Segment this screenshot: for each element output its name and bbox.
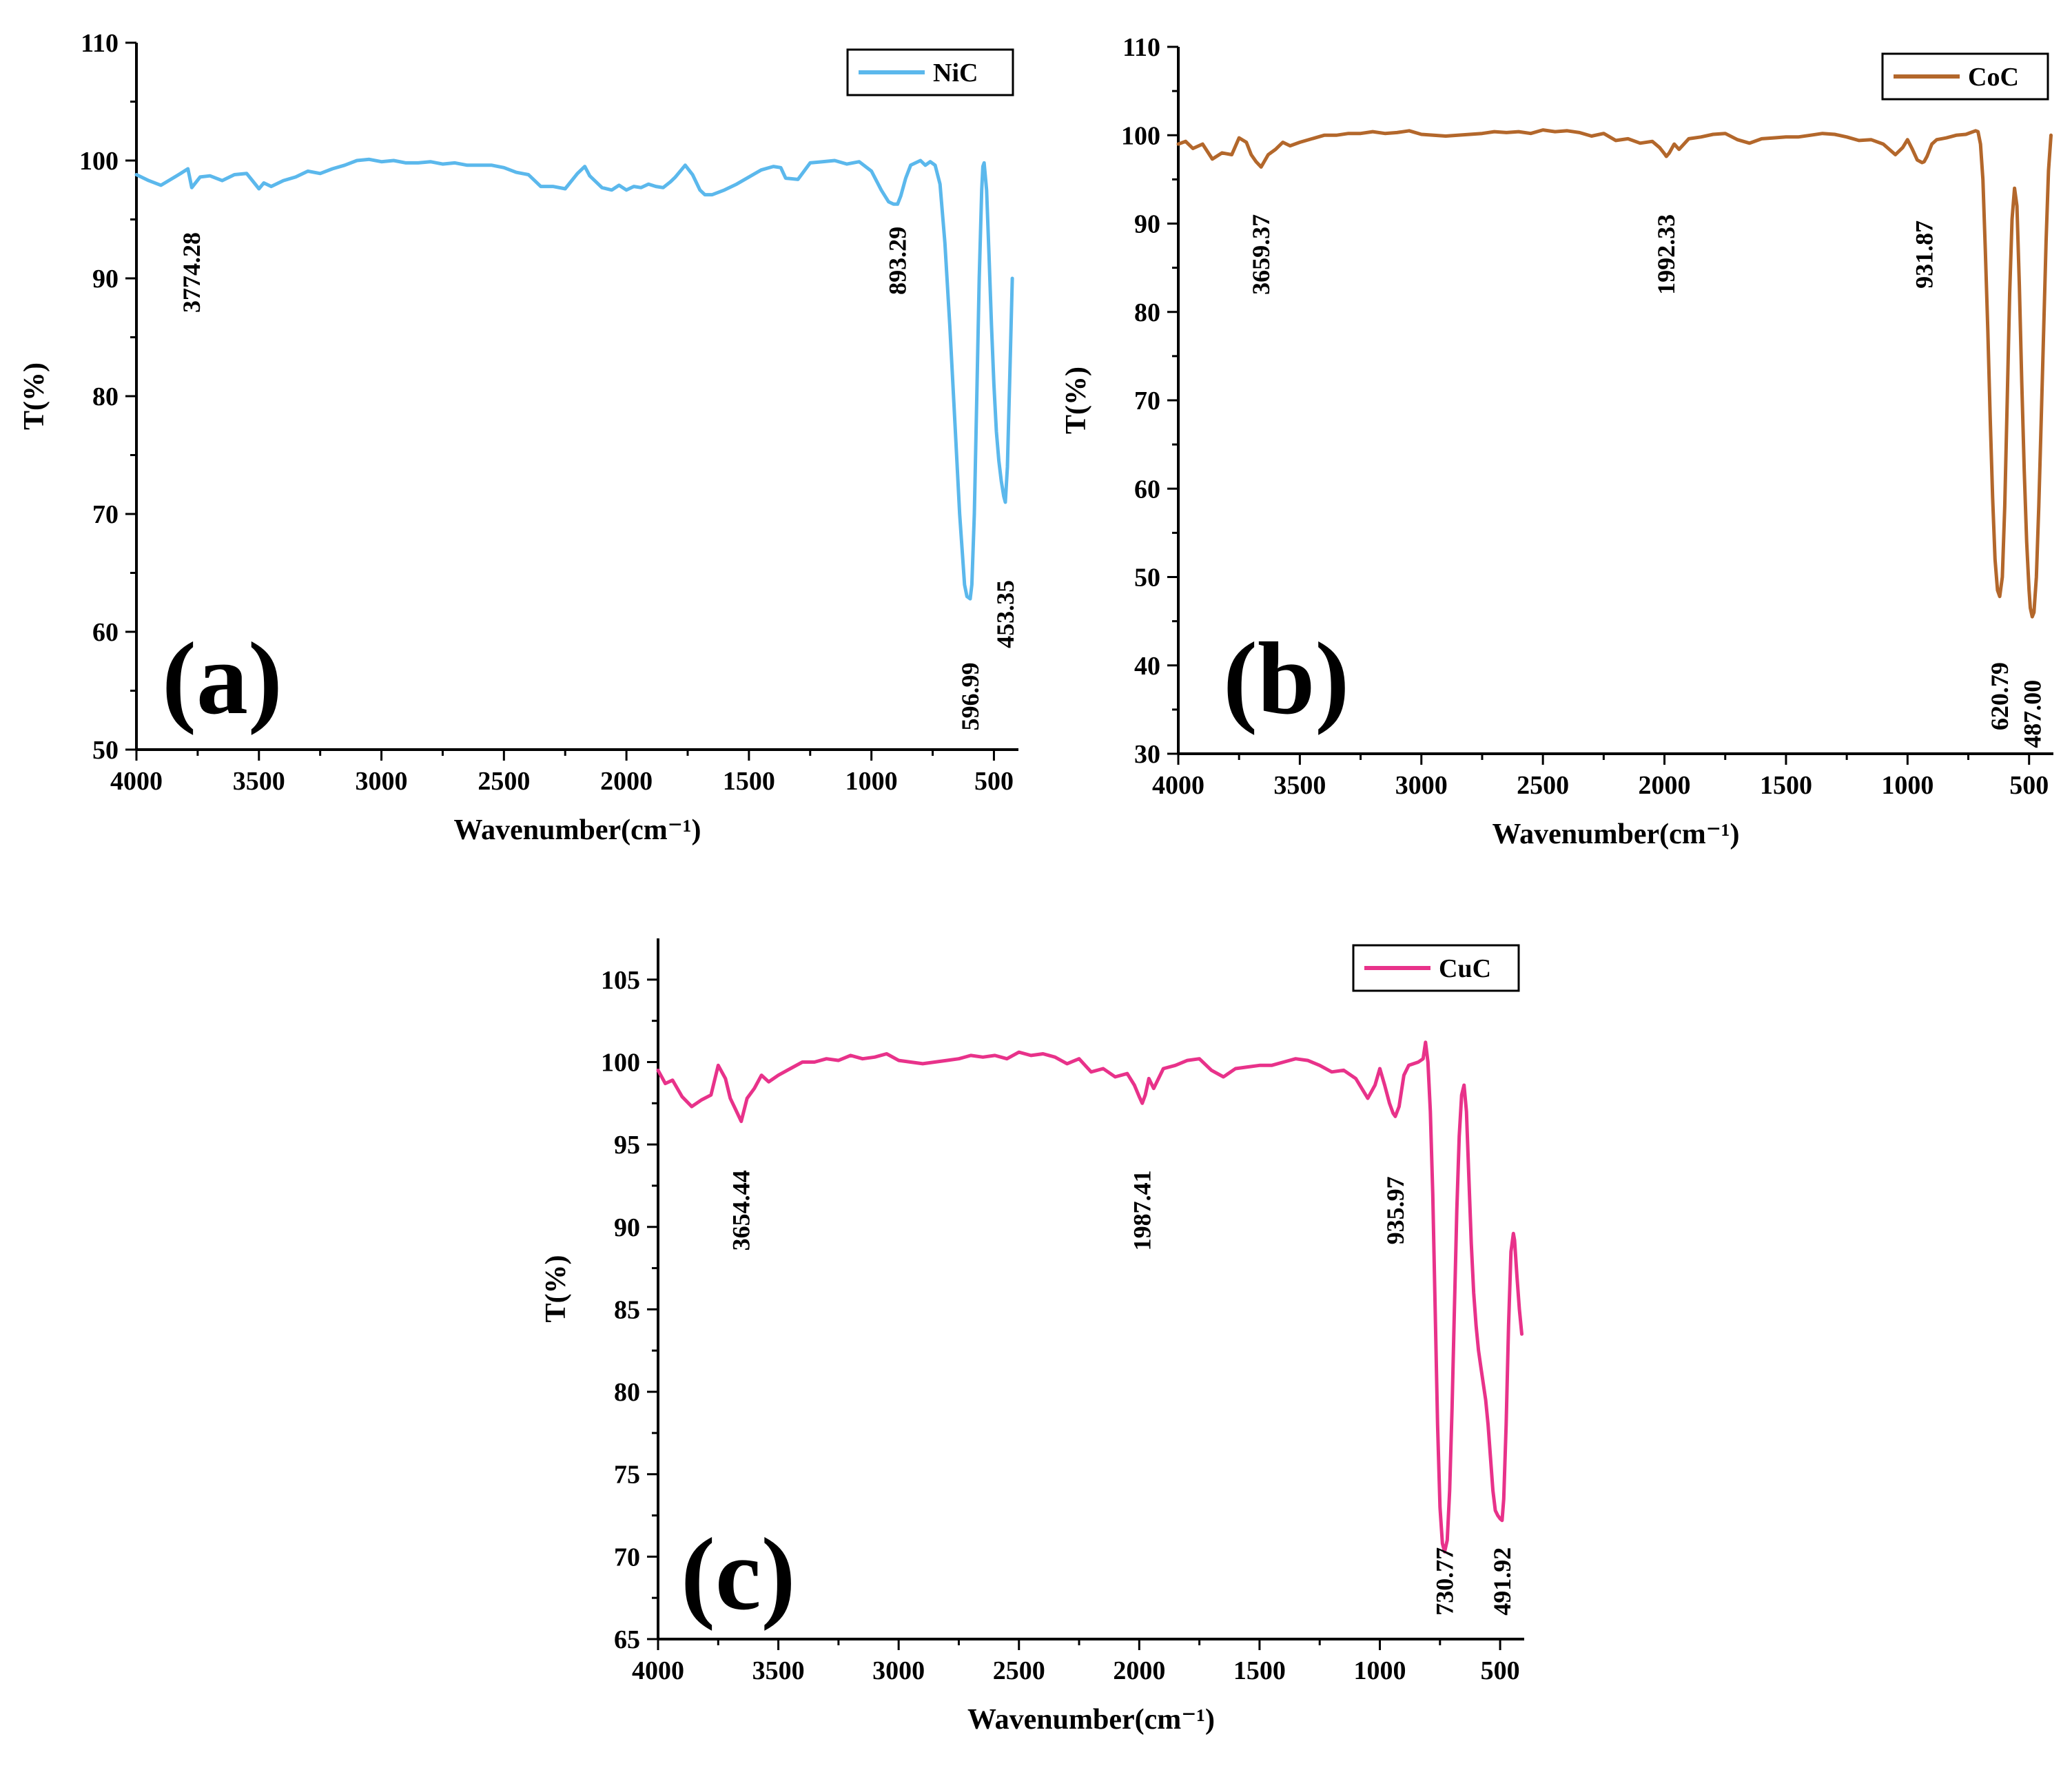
x-tick-label: 2500 <box>478 767 530 796</box>
peak-label: 487.00 <box>2018 680 2046 748</box>
y-tick-label: 90 <box>614 1213 640 1242</box>
chart-panel-b: 4000 3500 3000 2500 2000 1500 1000 500 30 40 50 60 7… <box>1060 33 2053 850</box>
peak-label: 893.29 <box>884 227 912 295</box>
x-tick-label: 2000 <box>1639 771 1691 800</box>
x-tick-label: 2500 <box>1517 771 1569 800</box>
x-tick-label: 1000 <box>1881 771 1933 800</box>
x-tick-label: 500 <box>2009 771 2049 800</box>
peak-label: 3659.37 <box>1247 214 1275 295</box>
x-tick-label: 2500 <box>993 1656 1045 1685</box>
y-tick-label: 75 <box>614 1461 640 1490</box>
x-tick-label: 4000 <box>1152 771 1204 800</box>
x-tick-label: 500 <box>1481 1656 1520 1685</box>
peak-label: 491.92 <box>1488 1547 1516 1616</box>
legend: CoC <box>1881 52 2049 101</box>
peak-label: 1992.33 <box>1652 214 1680 295</box>
x-tick-label: 500 <box>974 767 1014 796</box>
y-tick-label: 60 <box>1134 475 1160 504</box>
panel-tag: (a) <box>162 621 283 736</box>
y-tick-label: 90 <box>92 265 119 294</box>
legend-label: CuC <box>1439 954 1491 983</box>
legend: NiC <box>846 48 1014 96</box>
peak-label: 3774.28 <box>178 232 205 313</box>
x-tick-label: 1500 <box>723 767 775 796</box>
x-tick-label: 1500 <box>1233 1656 1286 1685</box>
x-axis-title: Wavenumber(cm⁻¹) <box>967 1704 1215 1736</box>
y-tick-label: 105 <box>601 966 640 995</box>
peak-label: 730.77 <box>1431 1547 1459 1616</box>
y-tick-label: 100 <box>1121 121 1160 150</box>
x-tick-label: 1000 <box>845 767 898 796</box>
y-tick-label: 85 <box>614 1295 640 1324</box>
x-tick-label: 3000 <box>1395 771 1448 800</box>
y-tick-label: 90 <box>1134 210 1160 239</box>
legend: CuC <box>1352 944 1520 992</box>
chart-panel-a: 4000 3500 3000 2500 2000 1500 1000 500 50 60 70 80 9… <box>19 29 1019 846</box>
peak-label: 596.99 <box>956 663 984 731</box>
x-tick-label: 4000 <box>632 1656 684 1685</box>
y-tick-label: 110 <box>81 29 119 58</box>
panel-tag: (b) <box>1223 621 1349 736</box>
peak-label: 453.35 <box>992 580 1019 648</box>
series-line-nic <box>134 157 1014 601</box>
y-tick-label: 70 <box>614 1543 640 1572</box>
y-tick-label: 80 <box>92 382 119 411</box>
y-tick-label: 110 <box>1122 33 1160 62</box>
x-tick-label: 3500 <box>233 767 285 796</box>
x-tick-label: 3000 <box>356 767 408 796</box>
x-tick-label: 1500 <box>1760 771 1812 800</box>
y-axis-title: T(%) <box>19 362 50 430</box>
x-tick-label: 1000 <box>1354 1656 1406 1685</box>
y-tick-label: 60 <box>92 618 119 647</box>
panel-tag: (c) <box>681 1517 795 1632</box>
x-tick-label: 3500 <box>1273 771 1326 800</box>
y-tick-label: 70 <box>92 500 119 529</box>
legend-label: NiC <box>933 59 978 88</box>
x-axis-title: Wavenumber(cm⁻¹) <box>453 814 701 846</box>
chart-panel-c: 4000 3500 3000 2500 2000 1500 1000 500 65 70 75 80 8… <box>540 938 1524 1736</box>
y-tick-label: 40 <box>1134 652 1160 681</box>
y-tick-label: 95 <box>614 1131 640 1160</box>
peak-label: 620.79 <box>1986 662 2013 730</box>
series-line-coc <box>1176 128 2053 619</box>
peak-label: 931.87 <box>1910 220 1938 289</box>
y-tick-label: 65 <box>614 1625 640 1654</box>
y-tick-label: 100 <box>79 147 119 176</box>
peak-label: 1987.41 <box>1129 1170 1156 1251</box>
x-axis-title: Wavenumber(cm⁻¹) <box>1492 819 1739 850</box>
y-tick-label: 50 <box>92 736 119 765</box>
x-tick-label: 3500 <box>752 1656 805 1685</box>
y-axis-title: T(%) <box>540 1255 572 1323</box>
y-axis-title: T(%) <box>1060 367 1092 434</box>
y-tick-label: 80 <box>1134 298 1160 327</box>
y-tick-label: 30 <box>1134 740 1160 769</box>
y-tick-label: 80 <box>614 1378 640 1407</box>
peak-label: 3654.44 <box>728 1170 755 1251</box>
y-tick-label: 100 <box>601 1048 640 1077</box>
peak-label: 935.97 <box>1382 1176 1409 1244</box>
series-line-cuc <box>656 1040 1524 1554</box>
x-tick-label: 2000 <box>600 767 653 796</box>
x-tick-label: 3000 <box>872 1656 925 1685</box>
x-tick-label: 4000 <box>110 767 163 796</box>
y-tick-label: 70 <box>1134 387 1160 415</box>
x-tick-label: 2000 <box>1113 1656 1165 1685</box>
y-tick-label: 50 <box>1134 564 1160 593</box>
legend-label: CoC <box>1968 63 2019 92</box>
